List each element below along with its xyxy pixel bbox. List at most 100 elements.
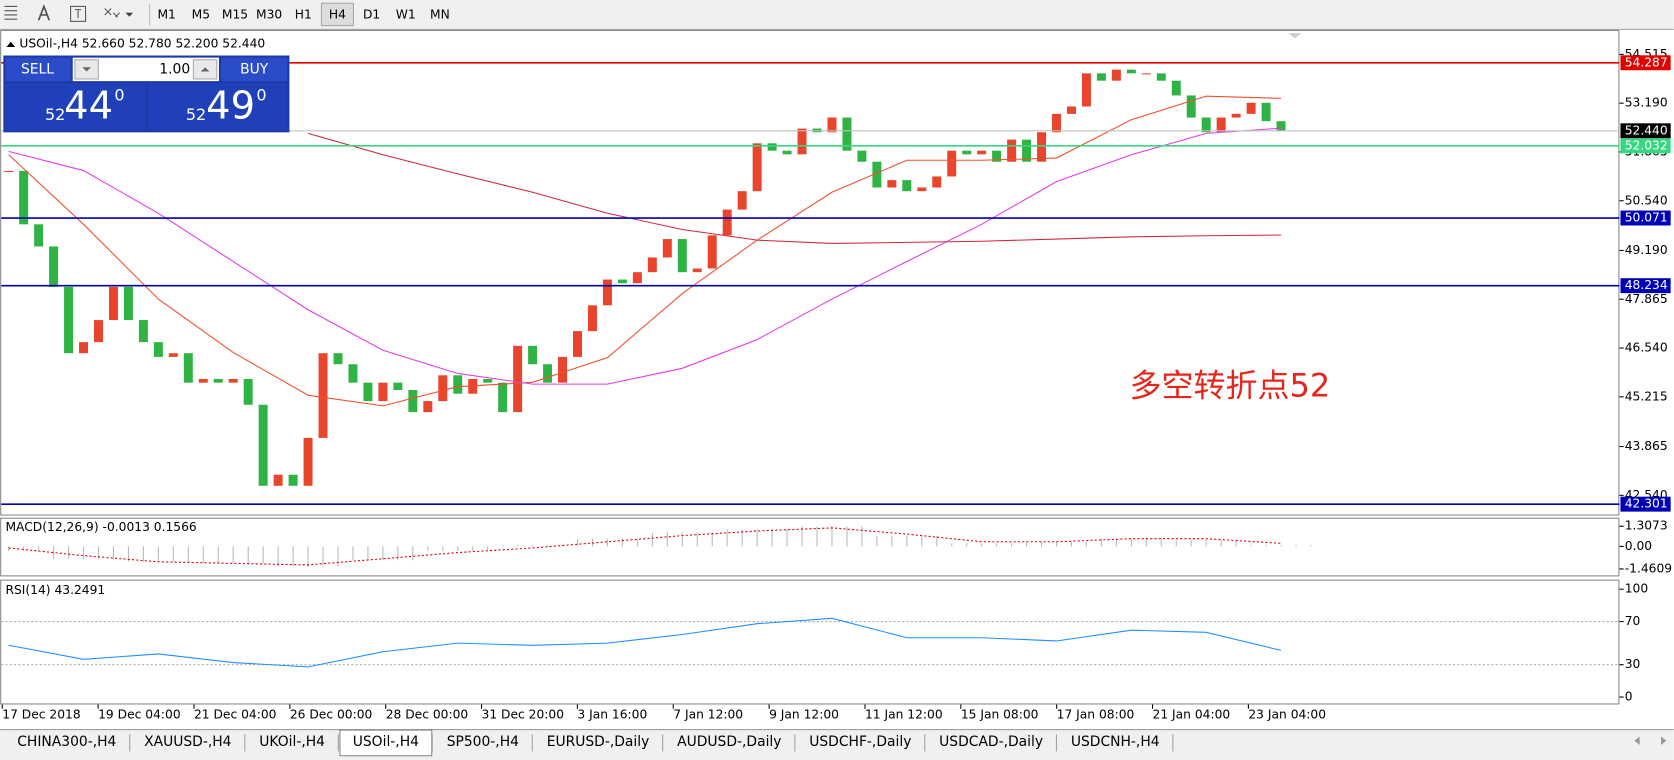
icon-lines[interactable] [4,5,18,20]
candle [1096,73,1106,81]
x-tick-label: 17 Jan 08:00 [1057,708,1135,722]
timeframe-button[interactable]: H1 [295,7,312,21]
candle [333,353,343,365]
y-tick-label: 46.540 [1625,341,1668,355]
tab[interactable] [533,732,663,754]
tab[interactable] [1058,732,1173,754]
tab-label[interactable]: AUDUSD-,Daily [677,734,781,750]
candle [1276,121,1286,131]
candle [842,117,852,151]
timeframe-button[interactable]: W1 [396,7,416,21]
candle [258,404,268,486]
tab-label[interactable]: EURUSD-,Daily [547,734,650,750]
tab[interactable] [339,729,433,757]
tab-label[interactable]: UKOil-,H4 [259,734,325,750]
candle [662,239,672,258]
timeframe-button[interactable]: D1 [363,7,380,21]
sell-label[interactable]: SELL [21,61,54,77]
macd-title: MACD(12,26,9) -0.0013 0.1566 [5,520,196,534]
candle [408,390,418,413]
candle [79,342,89,354]
candle [94,320,103,343]
buy-button[interactable] [221,57,288,82]
tab[interactable] [796,732,925,754]
rsi-line [8,617,1282,668]
timeframe-button[interactable]: MN [430,7,450,21]
candle [827,117,837,133]
x-tick-label: 9 Jan 12:00 [769,708,839,722]
candle [1246,102,1256,114]
tab-label[interactable]: USOil-,H4 [353,734,419,750]
y-tick-label: 43.865 [1625,439,1668,453]
buy-price-pips: 49 [206,83,255,128]
timeframe-button[interactable]: M30 [256,7,282,21]
candle [64,286,74,354]
sell-price-big: 52 [45,105,65,124]
rsi-tick-label: 0 [1625,690,1633,704]
icon-label-t [74,9,82,19]
tab[interactable] [664,732,795,754]
lots-value[interactable]: 1.00 [159,61,190,77]
timeframe-button[interactable]: M15 [222,7,248,21]
candle [752,143,762,192]
sell-button[interactable] [5,57,71,82]
candle [1216,117,1226,133]
candle [213,378,223,383]
tab[interactable] [926,732,1056,754]
candle [49,246,59,287]
x-tick-label: 21 Dec 04:00 [194,708,277,722]
timeframe-active [320,2,354,27]
sell-price-box[interactable] [5,83,146,131]
lots-field[interactable] [72,57,219,82]
lots-up-icon [200,67,210,72]
candle [318,353,328,438]
level-label: 52.032 [1625,138,1668,152]
tab-label[interactable]: CHINA300-,H4 [17,734,116,750]
tab[interactable] [4,732,130,754]
tab-label[interactable]: SP500-,H4 [447,734,519,750]
candle [498,382,508,413]
macd-tick-label: 0.00 [1625,539,1652,553]
candle [243,378,253,405]
trade-panel: SELL 1.00 BUY 52 44 0 52 49 0 [3,55,290,133]
tab-label[interactable]: USDCHF-,Daily [809,734,911,750]
tab[interactable] [433,732,532,754]
level-label: 52.440 [1625,123,1668,137]
icon-text[interactable] [37,4,51,21]
candle [288,474,298,486]
candle [1186,95,1196,118]
tab[interactable] [131,732,245,754]
icon-shapes[interactable] [104,8,121,18]
candle [558,356,568,383]
symbol-info: USOil-,H4 52.660 52.780 52.200 52.440 [19,36,265,50]
candle [587,305,597,332]
tab-label[interactable]: XAUUSD-,H4 [144,734,232,750]
buy-label[interactable]: BUY [240,61,269,77]
candle [1066,106,1076,114]
tab-label[interactable]: USDCNH-,H4 [1071,734,1160,750]
candle [1171,80,1181,96]
timeframe-button[interactable]: M1 [157,7,175,21]
buy-price-box[interactable] [148,83,288,131]
candle [123,286,133,321]
moving-average [8,95,1282,407]
level-label-box [1620,210,1671,226]
candle [543,364,553,383]
timeframe-button[interactable]: H4 [329,7,346,21]
candle [453,375,463,394]
collapse-arrow[interactable] [6,41,16,47]
macd-tick-label: 1.3073 [1625,519,1668,533]
timeframe-button[interactable]: M5 [192,7,210,21]
level-label: 42.301 [1625,497,1668,511]
tab-label[interactable]: USDCAD-,Daily [939,734,1043,750]
plot: 54.51553.19051.86550.54049.19047.86546.5… [1,47,1672,722]
x-tick-label: 3 Jan 16:00 [577,708,647,722]
candle [992,150,1002,162]
candle [932,176,942,188]
icon-label[interactable] [70,5,87,22]
tab[interactable] [246,732,338,754]
sell-price-fraction: 0 [114,86,124,105]
icon-dropdown[interactable] [125,12,133,17]
candle [782,150,792,155]
